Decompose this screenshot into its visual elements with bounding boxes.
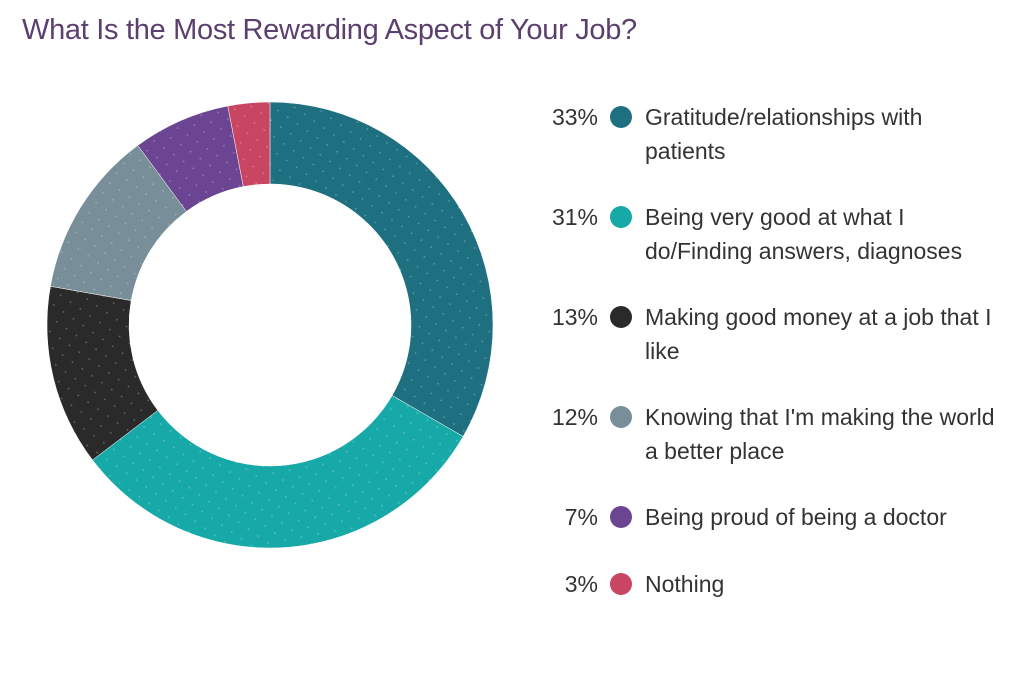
legend-label: Knowing that I'm making the world a bett… (645, 404, 995, 464)
legend-item-gratitude-relationships-with-patients: 33% Gratitude/relationships with patients (530, 100, 1010, 180)
chart-title: What Is the Most Rewarding Aspect of You… (22, 14, 637, 46)
legend-swatch (610, 573, 632, 595)
legend-swatch (610, 406, 632, 428)
legend-label: Gratitude/relationships with patients (645, 104, 923, 164)
legend-swatch (610, 306, 632, 328)
legend-swatch (610, 506, 632, 528)
legend-percentage: 31% (551, 204, 598, 230)
donut-slice-texture (92, 395, 464, 548)
legend-item-making-good-money-at-a-job-that-i-like: 13% Making good money at a job that I lik… (530, 300, 1010, 380)
legend-swatch (610, 206, 632, 228)
legend-item-knowing-that-i-m-making-the-world-a-better-place: 12% Knowing that I'm making the world a b… (530, 400, 1010, 480)
legend-percentage: 13% (551, 304, 598, 330)
legend-swatch (610, 106, 632, 128)
donut-slice-texture (137, 106, 244, 212)
legend-label: Being proud of being a doctor (645, 504, 947, 530)
legend-item-nothing: 3% Nothing (530, 567, 1010, 647)
legend-percentage: 7% (564, 504, 598, 530)
legend-label: Making good money at a job that I like (645, 304, 992, 364)
donut-slice-texture (227, 102, 270, 187)
donut-slice-texture (50, 145, 187, 301)
legend-label: Nothing (645, 571, 725, 597)
legend-percentage: 33% (551, 104, 598, 130)
legend-percentage: 12% (551, 404, 598, 430)
legend-item-being-very-good-at-what-i-do-finding-answers-diagnoses: 31% Being very good at what I do/Finding … (530, 200, 1010, 280)
donut-chart (46, 101, 494, 549)
legend-label: Being very good at what I do/Finding ans… (645, 204, 963, 264)
legend-item-being-proud-of-being-a-doctor: 7% Being proud of being a doctor (530, 500, 1010, 580)
legend-percentage: 3% (564, 571, 598, 597)
donut-slice-texture (46, 286, 158, 461)
donut-slice-texture (270, 102, 493, 437)
